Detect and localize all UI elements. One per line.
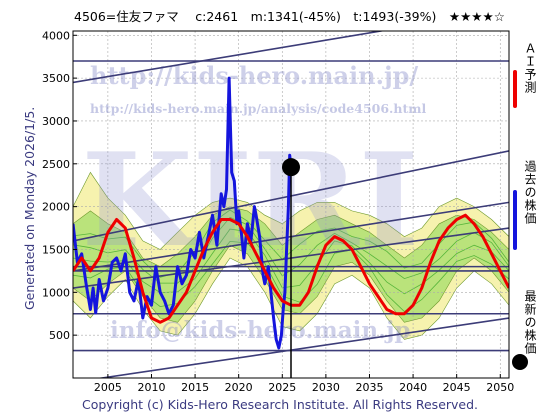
x-tick-label: 2050 bbox=[486, 381, 514, 394]
y-tick-label: 3000 bbox=[42, 115, 70, 128]
y-tick-label: 3500 bbox=[42, 72, 70, 85]
y-tick-label: 2500 bbox=[42, 158, 70, 171]
generated-date: Generated on Monday 2026/1/5. bbox=[22, 106, 37, 310]
x-tick-label: 2020 bbox=[225, 381, 253, 394]
y-tick-label: 500 bbox=[49, 329, 70, 342]
x-tick-label: 2015 bbox=[181, 381, 209, 394]
legend-latest-price-dot bbox=[512, 354, 528, 370]
chart-header: 4506=住友ファマ c:2461 m:1341(-45%) t:1493(-3… bbox=[74, 9, 505, 24]
latest-price-dot bbox=[282, 158, 300, 177]
x-tick-label: 2010 bbox=[137, 381, 165, 394]
y-tick-label: 4000 bbox=[42, 29, 70, 42]
legend-ai-forecast-swatch bbox=[513, 70, 517, 108]
x-tick-label: 2025 bbox=[268, 381, 296, 394]
copyright-footer: Copyright (c) Kids-Hero Research Institu… bbox=[81, 397, 479, 412]
legend-past-price-swatch bbox=[513, 190, 517, 250]
legend-latest-price-label: 最新の株価 bbox=[523, 290, 537, 355]
x-tick-label: 2030 bbox=[312, 381, 340, 394]
y-tick-label: 1500 bbox=[42, 243, 70, 256]
trend-line bbox=[73, 31, 386, 84]
watermark-logo: KIRI bbox=[81, 126, 418, 276]
x-tick-label: 2040 bbox=[399, 381, 427, 394]
legend-ai-forecast-label: ＡＩ予測 bbox=[523, 42, 537, 94]
watermark-url: http://kids-hero.main.jp/ bbox=[90, 61, 418, 90]
plot-border bbox=[72, 30, 510, 379]
watermark-analysis-url: http://kids-hero.main.jp/analysis/code45… bbox=[90, 101, 426, 116]
y-tick-label: 2000 bbox=[42, 201, 70, 214]
legend-past-price-label: 過去の株価 bbox=[523, 160, 537, 225]
x-tick-label: 2045 bbox=[443, 381, 471, 394]
x-tick-label: 2035 bbox=[355, 381, 383, 394]
y-tick-label: 1000 bbox=[42, 286, 70, 299]
x-tick-label: 2005 bbox=[94, 381, 122, 394]
